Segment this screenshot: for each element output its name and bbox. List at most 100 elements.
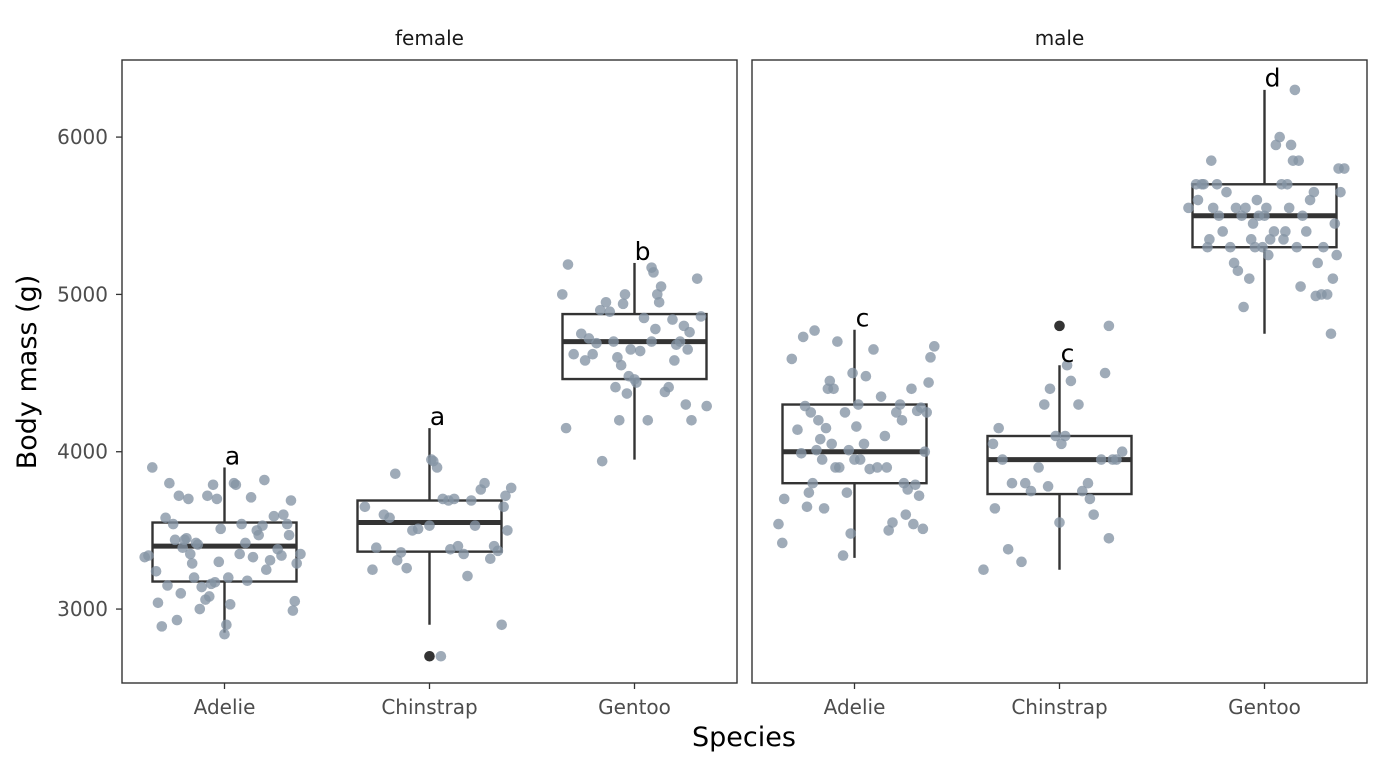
outlier-point: [424, 650, 435, 662]
data-point: [695, 311, 707, 322]
data-point: [1042, 481, 1054, 492]
data-point: [619, 289, 631, 300]
data-point: [281, 518, 293, 530]
data-point: [919, 446, 931, 458]
data-point: [261, 564, 272, 576]
data-point: [881, 462, 893, 473]
data-point: [813, 414, 824, 426]
x-tick-label: Gentoo: [1228, 695, 1301, 719]
data-point: [1073, 399, 1084, 410]
data-point: [285, 495, 297, 506]
data-point: [1240, 202, 1251, 214]
data-point: [236, 518, 247, 530]
data-point: [929, 341, 940, 352]
significance-letter: d: [1265, 64, 1281, 93]
data-point: [183, 493, 194, 505]
data-point: [1096, 454, 1107, 465]
data-point: [868, 344, 879, 355]
data-point: [164, 477, 175, 489]
data-point: [847, 367, 858, 379]
data-point: [1039, 399, 1050, 410]
data-point: [452, 540, 464, 552]
data-point: [1304, 194, 1316, 206]
data-point: [1282, 178, 1293, 190]
data-point: [820, 422, 832, 434]
data-point: [691, 273, 703, 284]
data-point: [674, 336, 686, 347]
data-point: [245, 492, 257, 503]
data-point: [188, 572, 200, 583]
data-point: [987, 438, 999, 450]
data-point: [902, 484, 913, 495]
data-point: [777, 537, 788, 549]
y-tick-label: 3000: [57, 597, 108, 621]
data-point: [858, 438, 870, 450]
data-point: [803, 487, 815, 498]
data-point: [390, 468, 401, 480]
data-point: [150, 566, 162, 577]
data-point: [1211, 178, 1223, 190]
data-point: [219, 628, 230, 640]
data-point: [209, 577, 221, 588]
data-point: [925, 352, 936, 363]
box-Chinstrap: [356, 499, 503, 553]
data-point: [845, 528, 856, 539]
panel-male: c c d: [773, 64, 1350, 576]
data-point: [805, 407, 817, 418]
data-point: [221, 619, 232, 631]
data-point: [458, 548, 470, 560]
data-point: [854, 454, 866, 465]
data-point: [234, 548, 245, 560]
data-point: [1103, 320, 1115, 332]
data-point: [807, 477, 818, 489]
data-point: [648, 267, 659, 278]
data-point: [1329, 218, 1341, 229]
data-point: [1088, 509, 1099, 520]
data-point: [978, 564, 989, 576]
data-point: [786, 353, 798, 365]
data-point: [466, 495, 477, 506]
data-point: [204, 591, 215, 602]
data-point: [1221, 186, 1232, 198]
facet-label-male: male: [1035, 26, 1085, 50]
data-point: [242, 575, 253, 587]
data-point: [1325, 328, 1337, 340]
data-point: [160, 512, 171, 524]
data-point: [498, 501, 509, 513]
data-point: [684, 326, 695, 338]
data-point: [872, 462, 883, 473]
x-tick-label: Adelie: [824, 695, 886, 719]
data-point: [604, 306, 616, 318]
data-point: [500, 490, 511, 502]
data-point: [650, 323, 661, 335]
data-point: [264, 554, 276, 566]
data-point: [894, 399, 906, 410]
data-point: [1295, 281, 1306, 292]
data-point: [634, 345, 646, 357]
data-point: [1289, 84, 1301, 96]
data-point: [631, 377, 642, 388]
data-point: [828, 383, 839, 395]
data-point: [1339, 163, 1350, 174]
data-point: [908, 518, 919, 530]
data-point: [1293, 155, 1304, 166]
data-point: [816, 454, 828, 465]
data-point: [778, 493, 790, 505]
data-point: [169, 534, 181, 546]
data-point: [1247, 218, 1259, 229]
data-point: [1025, 485, 1037, 497]
data-point: [1327, 273, 1339, 284]
data-point: [900, 509, 912, 520]
data-point: [824, 375, 836, 387]
data-point: [1261, 202, 1272, 214]
data-point: [1054, 517, 1065, 528]
data-point: [811, 444, 822, 456]
data-point: [1217, 226, 1228, 237]
data-point: [278, 509, 289, 520]
data-point: [1111, 454, 1122, 465]
data-point: [283, 529, 295, 541]
data-point: [1335, 186, 1346, 198]
data-point: [1285, 139, 1297, 151]
data-point: [230, 479, 242, 491]
